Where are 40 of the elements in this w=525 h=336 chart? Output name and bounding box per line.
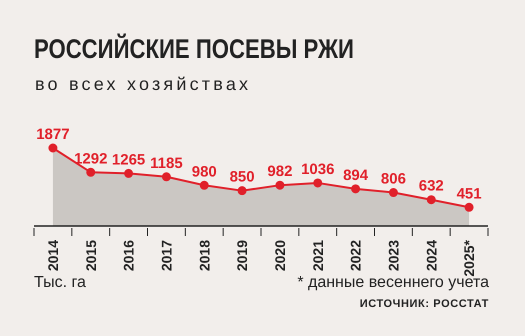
point (313, 178, 322, 188)
point (388, 188, 398, 198)
data-label: 850 (230, 168, 255, 186)
point (86, 168, 96, 177)
point (124, 168, 134, 178)
point (464, 202, 474, 212)
chart-title: РОССИЙСКИЕ ПОСЕВЫ РЖИ (34, 34, 354, 65)
data-label: 1185 (150, 154, 183, 172)
x-tick-label: 2015 (82, 240, 99, 272)
x-tick-label: 2018 (196, 240, 212, 272)
data-label: 806 (380, 170, 406, 188)
data-label: 894 (343, 166, 369, 184)
x-tick-label: 2025* (461, 239, 478, 277)
data-label: 1265 (112, 151, 146, 168)
point (162, 172, 171, 182)
chart-subtitle: во всех хозяйствах (35, 74, 252, 95)
data-label: 1877 (36, 126, 70, 143)
data-label: 451 (456, 185, 482, 202)
data-label: 1292 (74, 150, 108, 168)
text: Тыс. га (34, 274, 86, 292)
text: ИСТОЧНИК: РОССТАТ (360, 298, 489, 310)
data-label: 982 (267, 163, 292, 180)
x-tick-label: 2022 (348, 240, 364, 272)
data-label: 1036 (301, 160, 334, 178)
x-tick-label: 2023 (385, 240, 402, 272)
x-tick-label: 2017 (158, 240, 174, 272)
point (426, 195, 436, 204)
point (275, 180, 284, 190)
x-tick-label: 2016 (120, 240, 137, 272)
point (200, 180, 209, 190)
data-label: 632 (418, 178, 444, 195)
x-tick-label: 2020 (272, 240, 288, 272)
x-tick-label: 2014 (44, 240, 61, 272)
x-tick-label: 2021 (310, 240, 326, 272)
x-tick-label: 2019 (234, 240, 250, 272)
data-label: 980 (192, 163, 217, 180)
point (351, 184, 360, 194)
point (238, 186, 247, 196)
x-tick-label: 2024 (423, 240, 440, 272)
point (48, 144, 58, 152)
